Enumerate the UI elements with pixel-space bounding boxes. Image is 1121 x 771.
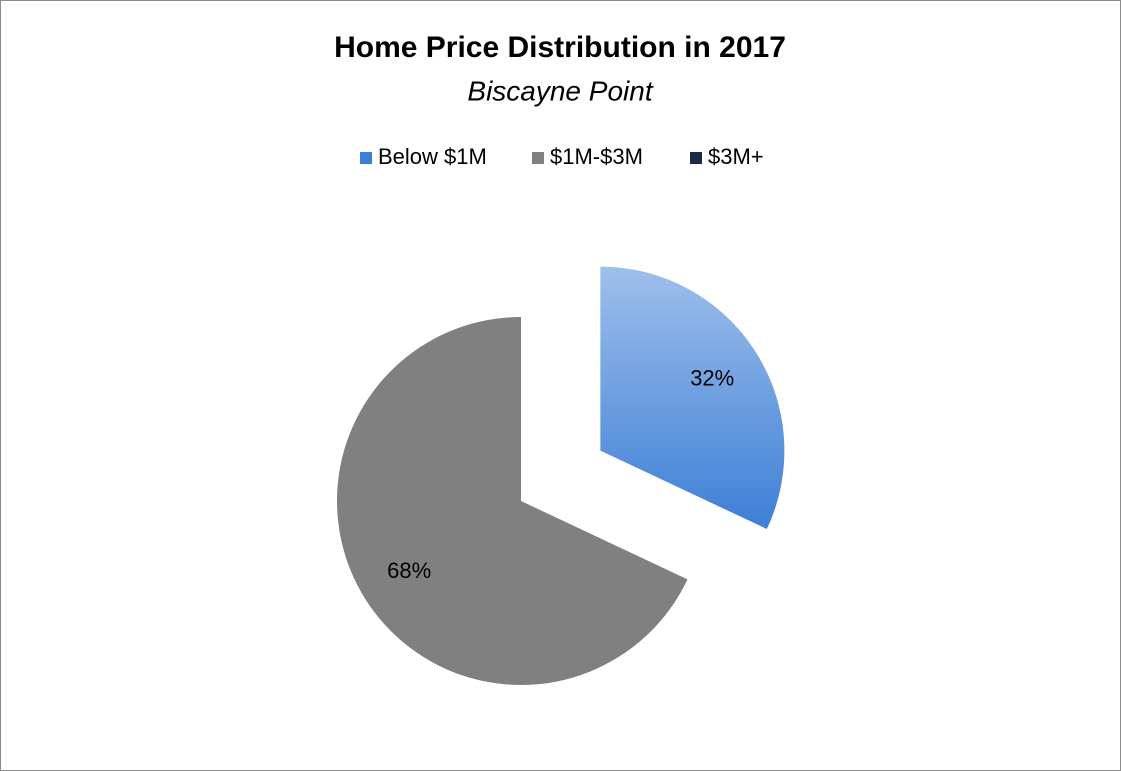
pie-slice — [337, 317, 688, 685]
legend-swatch — [532, 152, 544, 164]
legend-label: $3M+ — [708, 144, 764, 169]
legend-swatch — [360, 152, 372, 164]
data-label: 68% — [387, 558, 431, 583]
chart-title: Home Price Distribution in 2017 — [334, 31, 786, 64]
legend-label: Below $1M — [378, 144, 487, 169]
legend-swatch — [690, 152, 702, 164]
legend-label: $1M-$3M — [550, 144, 643, 169]
pie-slice — [600, 266, 785, 529]
chart-subtitle: Biscayne Point — [467, 75, 653, 106]
data-label: 32% — [690, 365, 734, 390]
